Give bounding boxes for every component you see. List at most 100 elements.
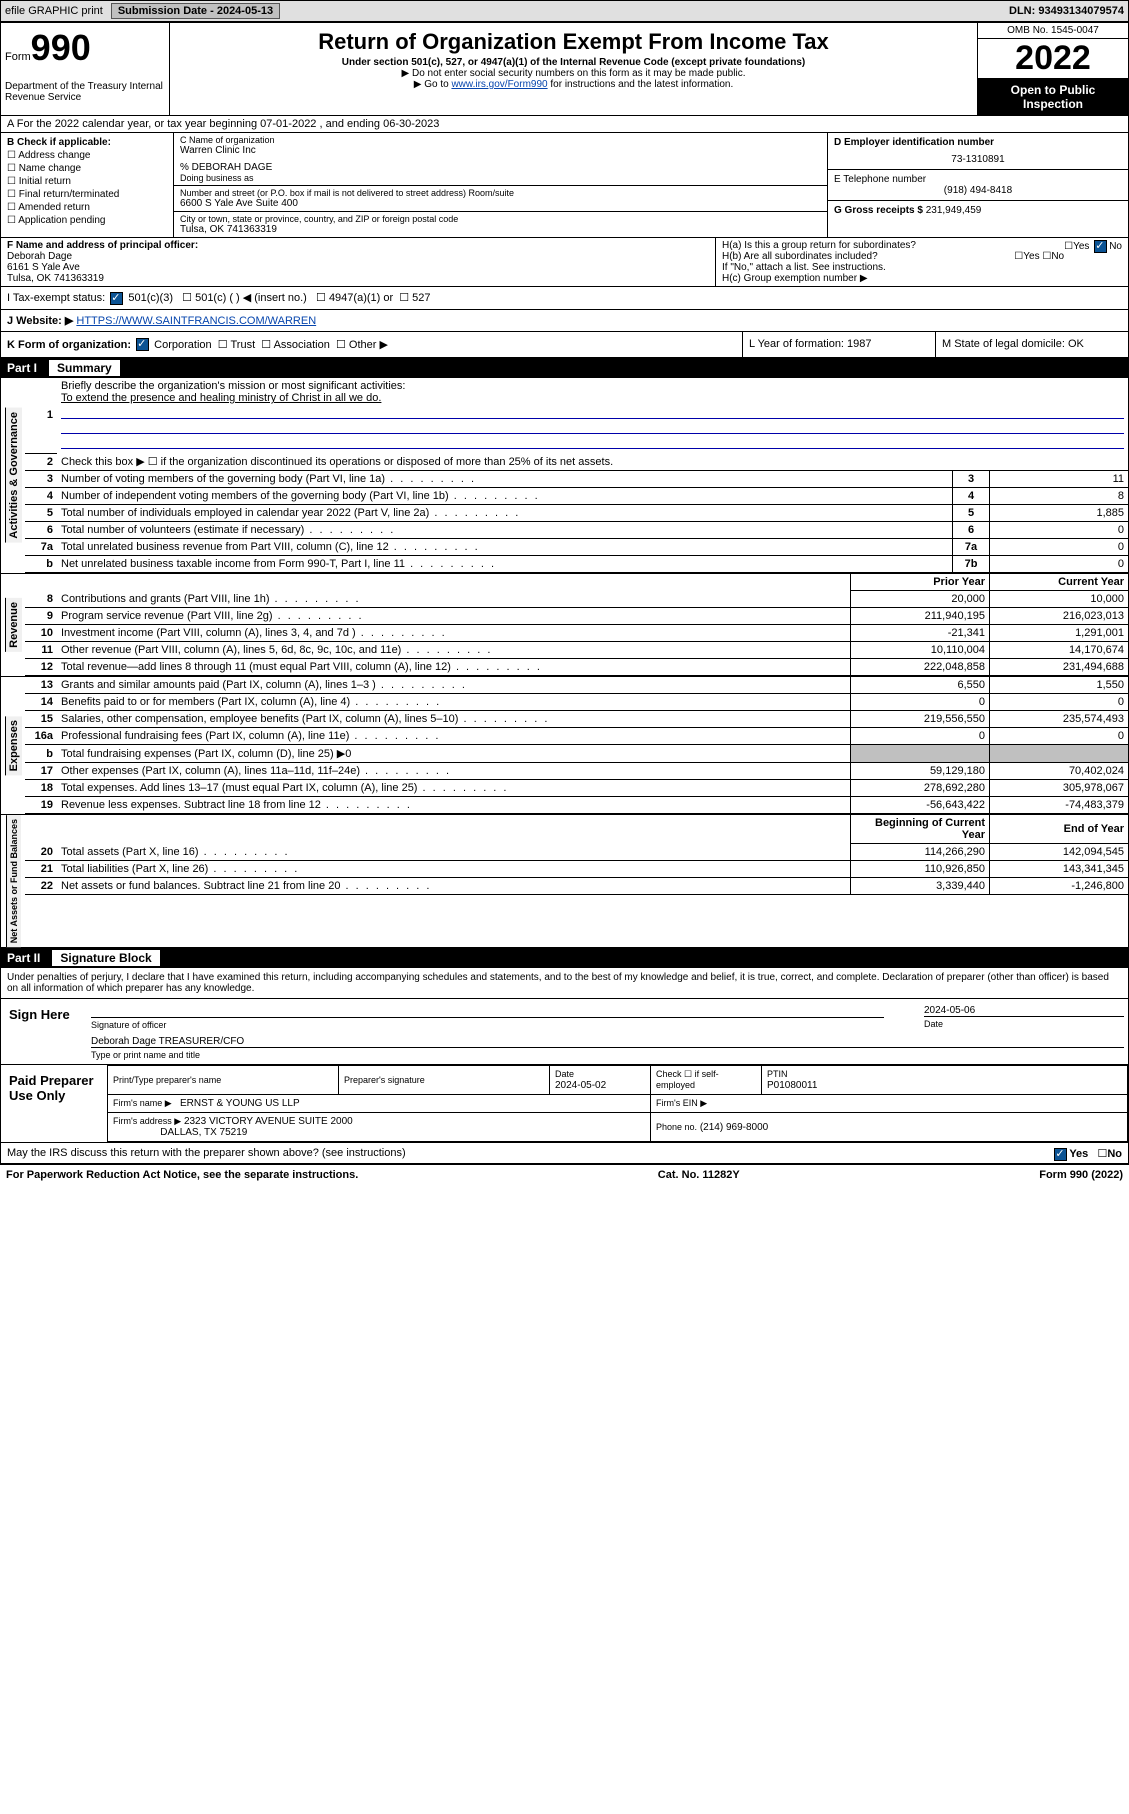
dept-label: Department of the Treasury Internal Reve… bbox=[5, 81, 165, 103]
paid-preparer-label: Paid Preparer Use Only bbox=[1, 1065, 107, 1142]
efile-label: efile GRAPHIC print bbox=[5, 5, 103, 17]
header-sub1: Under section 501(c), 527, or 4947(a)(1)… bbox=[176, 57, 971, 68]
form-990: Form990 Department of the Treasury Inter… bbox=[0, 22, 1129, 1165]
table-row: 11Other revenue (Part VIII, column (A), … bbox=[25, 642, 1128, 659]
chk-amended: Amended return bbox=[18, 202, 90, 213]
chk-final: Final return/terminated bbox=[19, 189, 120, 200]
form-title: Return of Organization Exempt From Incom… bbox=[176, 29, 971, 55]
table-row: 8Contributions and grants (Part VIII, li… bbox=[25, 591, 1128, 608]
ha-label: H(a) Is this a group return for subordin… bbox=[722, 240, 916, 251]
table-row: 13Grants and similar amounts paid (Part … bbox=[25, 677, 1128, 694]
firm-name: ERNST & YOUNG US LLP bbox=[180, 1098, 300, 1109]
tax-year: 2022 bbox=[978, 39, 1128, 79]
dba-label: Doing business as bbox=[180, 173, 821, 183]
header-mid: Return of Organization Exempt From Incom… bbox=[170, 23, 977, 115]
table-row: 9Program service revenue (Part VIII, lin… bbox=[25, 608, 1128, 625]
row-i: I Tax-exempt status: 501(c)(3) ☐ 501(c) … bbox=[7, 291, 431, 305]
table-row: 4Number of independent voting members of… bbox=[25, 488, 1128, 505]
chk-address: Address change bbox=[18, 150, 90, 161]
l16b-text: Total fundraising expenses (Part IX, col… bbox=[57, 745, 851, 763]
tel-value: (918) 494-8418 bbox=[834, 185, 1122, 196]
side-expenses: Expenses bbox=[5, 716, 22, 775]
header-right: OMB No. 1545-0047 2022 Open to Public In… bbox=[977, 23, 1128, 115]
gross-label: G Gross receipts $ bbox=[834, 205, 923, 216]
sig-date: 2024-05-06 bbox=[924, 1005, 1124, 1016]
k-corp-check bbox=[136, 338, 149, 351]
table-row: 16aProfessional fundraising fees (Part I… bbox=[25, 728, 1128, 745]
row-h: H(a) Is this a group return for subordin… bbox=[716, 238, 1128, 286]
table-row: 5Total number of individuals employed in… bbox=[25, 505, 1128, 522]
table-row: 15Salaries, other compensation, employee… bbox=[25, 711, 1128, 728]
table-row: 12Total revenue—add lines 8 through 11 (… bbox=[25, 659, 1128, 676]
header-sub3-pre: ▶ Go to bbox=[414, 79, 452, 90]
table-row: bNet unrelated business taxable income f… bbox=[25, 556, 1128, 573]
l1-label: Briefly describe the organization's miss… bbox=[61, 380, 405, 392]
i-label: I Tax-exempt status: bbox=[7, 292, 105, 304]
header-sub3-post: for instructions and the latest informat… bbox=[548, 79, 734, 90]
firm-addr1: 2323 VICTORY AVENUE SUITE 2000 bbox=[184, 1116, 353, 1127]
hb-label: H(b) Are all subordinates included? bbox=[722, 251, 878, 262]
header-left: Form990 Department of the Treasury Inter… bbox=[1, 23, 170, 115]
footer-mid: Cat. No. 11282Y bbox=[658, 1169, 740, 1181]
header-sub2: ▶ Do not enter social security numbers o… bbox=[176, 68, 971, 79]
table-row: 14Benefits paid to or for members (Part … bbox=[25, 694, 1128, 711]
name-label: C Name of organization bbox=[180, 135, 821, 145]
care-of: % DEBORAH DAGE bbox=[180, 162, 821, 173]
gross-value: 231,949,459 bbox=[926, 205, 982, 216]
officer-addr: 6161 S Yale Ave bbox=[7, 262, 80, 273]
addr-label: Number and street (or P.O. box if mail i… bbox=[180, 188, 821, 198]
table-row: 19Revenue less expenses. Subtract line 1… bbox=[25, 797, 1128, 814]
org-name: Warren Clinic Inc bbox=[180, 145, 821, 156]
firm-phone: (214) 969-8000 bbox=[700, 1122, 768, 1133]
officer-city: Tulsa, OK 741363319 bbox=[7, 273, 104, 284]
col-b: B Check if applicable: ☐ Address change … bbox=[1, 133, 174, 237]
table-row: 17Other expenses (Part IX, column (A), l… bbox=[25, 763, 1128, 780]
side-revenue: Revenue bbox=[5, 598, 22, 652]
omb-label: OMB No. 1545-0047 bbox=[978, 23, 1128, 39]
irs-link[interactable]: www.irs.gov/Form990 bbox=[451, 79, 547, 90]
sig-name: Deborah Dage TREASURER/CFO bbox=[91, 1036, 1124, 1047]
form-number: 990 bbox=[31, 27, 91, 68]
dln-label: DLN: 93493134079574 bbox=[1009, 5, 1124, 17]
k-label: K Form of organization: bbox=[7, 339, 131, 351]
ein-label: D Employer identification number bbox=[834, 137, 1122, 148]
discuss-yes-check bbox=[1054, 1148, 1067, 1161]
i-501c3-check bbox=[110, 292, 123, 305]
ptin-value: P01080011 bbox=[767, 1080, 817, 1091]
hb-note: If "No," attach a list. See instructions… bbox=[722, 262, 1122, 273]
footer: For Paperwork Reduction Act Notice, see … bbox=[0, 1165, 1129, 1185]
col-c: C Name of organization Warren Clinic Inc… bbox=[174, 133, 827, 237]
submission-button[interactable]: Submission Date - 2024-05-13 bbox=[111, 3, 280, 19]
table-row: 22Net assets or fund balances. Subtract … bbox=[25, 878, 1128, 895]
l1-mission: To extend the presence and healing minis… bbox=[61, 392, 381, 404]
part2-header: Part II Signature Block bbox=[1, 948, 1128, 968]
chk-initial: Initial return bbox=[19, 176, 71, 187]
footer-left: For Paperwork Reduction Act Notice, see … bbox=[6, 1169, 358, 1181]
website-link[interactable]: HTTPS://WWW.SAINTFRANCIS.COM/WARREN bbox=[76, 315, 316, 327]
sign-here-label: Sign Here bbox=[1, 999, 87, 1064]
ein-value: 73-1310891 bbox=[834, 154, 1122, 165]
side-governance: Activities & Governance bbox=[5, 408, 22, 543]
table-row: 10Investment income (Part VIII, column (… bbox=[25, 625, 1128, 642]
street-address: 6600 S Yale Ave Suite 400 bbox=[180, 198, 821, 209]
side-net: Net Assets or Fund Balances bbox=[6, 815, 21, 947]
l-year: L Year of formation: 1987 bbox=[742, 332, 936, 358]
chk-pending: Application pending bbox=[18, 215, 105, 226]
table-row: 21Total liabilities (Part X, line 26)110… bbox=[25, 861, 1128, 878]
col-d: D Employer identification number 73-1310… bbox=[827, 133, 1128, 237]
row-a: A For the 2022 calendar year, or tax yea… bbox=[1, 116, 1128, 133]
footer-right: Form 990 (2022) bbox=[1039, 1169, 1123, 1181]
open-inspection: Open to Public Inspection bbox=[978, 79, 1128, 115]
j-label: J Website: ▶ bbox=[7, 315, 73, 327]
f-label: F Name and address of principal officer: bbox=[7, 240, 198, 251]
top-bar: efile GRAPHIC print Submission Date - 20… bbox=[0, 0, 1129, 22]
table-row: 18Total expenses. Add lines 13–17 (must … bbox=[25, 780, 1128, 797]
table-row: 6Total number of volunteers (estimate if… bbox=[25, 522, 1128, 539]
firm-addr2: DALLAS, TX 75219 bbox=[160, 1127, 247, 1138]
tel-label: E Telephone number bbox=[834, 174, 1122, 185]
table-row: 3Number of voting members of the governi… bbox=[25, 471, 1128, 488]
m-domicile: M State of legal domicile: OK bbox=[936, 332, 1128, 358]
col-b-label: B Check if applicable: bbox=[7, 137, 167, 148]
row-f: F Name and address of principal officer:… bbox=[1, 238, 716, 286]
sig-type-label: Type or print name and title bbox=[91, 1050, 1124, 1060]
